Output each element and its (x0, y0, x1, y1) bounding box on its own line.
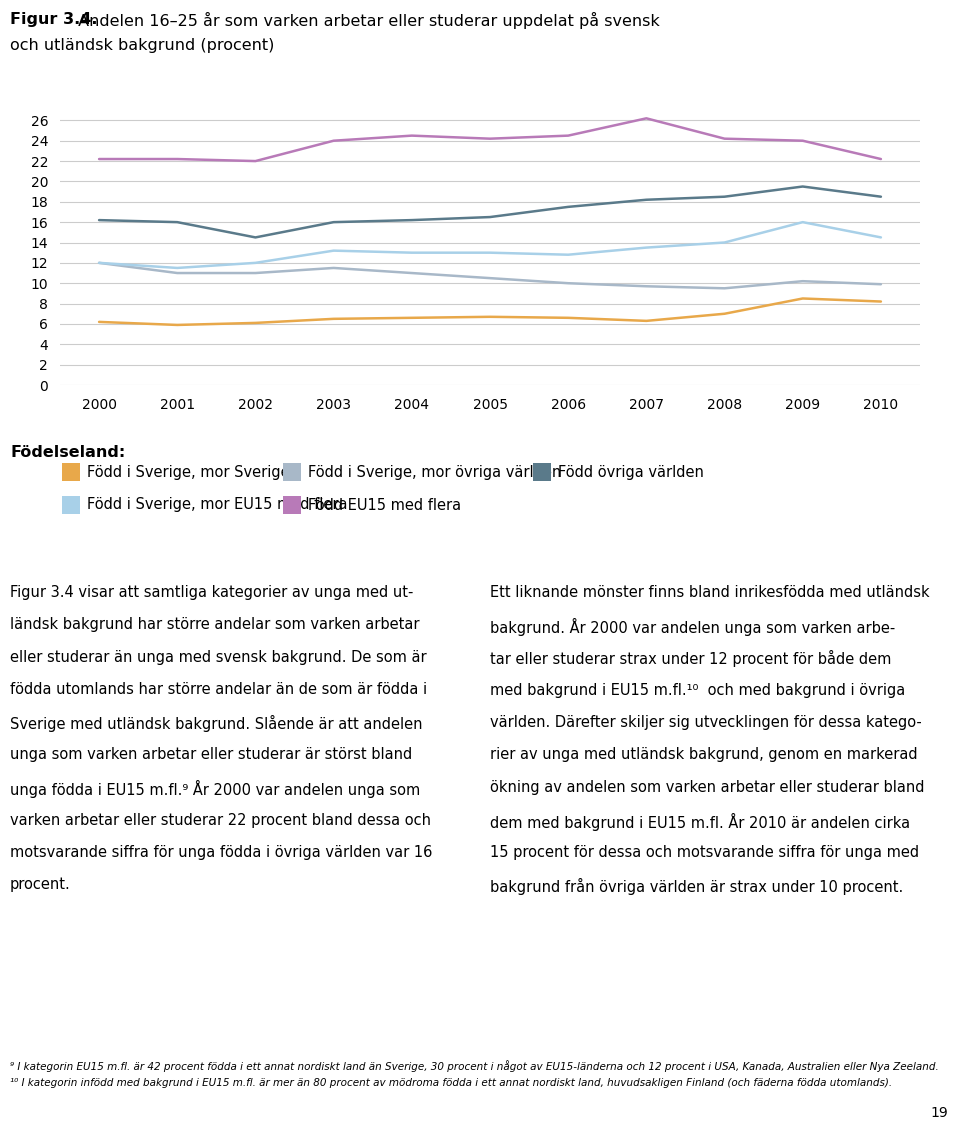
Text: Född övriga världen: Född övriga världen (558, 464, 704, 479)
Text: Figur 3.4 visar att samtliga kategorier av unga med ut-: Figur 3.4 visar att samtliga kategorier … (10, 585, 414, 600)
Text: med bakgrund i EU15 m.fl.¹⁰  och med bakgrund i övriga: med bakgrund i EU15 m.fl.¹⁰ och med bakg… (490, 682, 905, 697)
Text: Sverige med utländsk bakgrund. Slående är att andelen: Sverige med utländsk bakgrund. Slående ä… (10, 715, 422, 733)
Text: Född i Sverige, mor övriga världen: Född i Sverige, mor övriga världen (308, 464, 562, 479)
Text: tar eller studerar strax under 12 procent för både dem: tar eller studerar strax under 12 procen… (490, 650, 892, 667)
Text: bakgrund. År 2000 var andelen unga som varken arbe-: bakgrund. År 2000 var andelen unga som v… (490, 617, 896, 636)
Text: ⁹ I kategorin EU15 m.fl. är 42 procent födda i ett annat nordiskt land än Sverig: ⁹ I kategorin EU15 m.fl. är 42 procent f… (10, 1060, 939, 1071)
Text: bakgrund från övriga världen är strax under 10 procent.: bakgrund från övriga världen är strax un… (490, 877, 903, 895)
Text: unga som varken arbetar eller studerar är störst bland: unga som varken arbetar eller studerar ä… (10, 747, 412, 762)
Text: 19: 19 (930, 1106, 948, 1120)
Text: Födelseland:: Födelseland: (10, 445, 125, 460)
Text: unga födda i EU15 m.fl.⁹ År 2000 var andelen unga som: unga födda i EU15 m.fl.⁹ År 2000 var and… (10, 780, 420, 798)
Text: ländsk bakgrund har större andelar som varken arbetar: ländsk bakgrund har större andelar som v… (10, 617, 420, 632)
Text: varken arbetar eller studerar 22 procent bland dessa och: varken arbetar eller studerar 22 procent… (10, 812, 431, 827)
Text: dem med bakgrund i EU15 m.fl. År 2010 är andelen cirka: dem med bakgrund i EU15 m.fl. År 2010 är… (490, 812, 910, 831)
Text: Född i Sverige, mor EU15 med flera: Född i Sverige, mor EU15 med flera (87, 497, 348, 512)
Text: födda utomlands har större andelar än de som är födda i: födda utomlands har större andelar än de… (10, 682, 427, 697)
Text: ökning av andelen som varken arbetar eller studerar bland: ökning av andelen som varken arbetar ell… (490, 780, 924, 795)
Text: procent.: procent. (10, 877, 71, 892)
Text: motsvarande siffra för unga födda i övriga världen var 16: motsvarande siffra för unga födda i övri… (10, 845, 432, 860)
Text: Figur 3.4.: Figur 3.4. (10, 13, 98, 27)
Text: Andelen 16–25 år som varken arbetar eller studerar uppdelat på svensk: Andelen 16–25 år som varken arbetar elle… (73, 13, 660, 29)
Text: världen. Därefter skiljer sig utvecklingen för dessa katego-: världen. Därefter skiljer sig utveckling… (490, 715, 922, 730)
Text: och utländsk bakgrund (procent): och utländsk bakgrund (procent) (10, 38, 275, 52)
Text: ¹⁰ I kategorin infödd med bakgrund i EU15 m.fl. är mer än 80 procent av mödroma : ¹⁰ I kategorin infödd med bakgrund i EU1… (10, 1078, 892, 1089)
Text: Född EU15 med flera: Född EU15 med flera (308, 497, 462, 512)
Text: rier av unga med utländsk bakgrund, genom en markerad: rier av unga med utländsk bakgrund, geno… (490, 747, 918, 762)
Text: Ett liknande mönster finns bland inrikesfödda med utländsk: Ett liknande mönster finns bland inrikes… (490, 585, 929, 600)
Text: Född i Sverige, mor Sverige: Född i Sverige, mor Sverige (87, 464, 290, 479)
Text: eller studerar än unga med svensk bakgrund. De som är: eller studerar än unga med svensk bakgru… (10, 650, 426, 665)
Text: 15 procent för dessa och motsvarande siffra för unga med: 15 procent för dessa och motsvarande sif… (490, 845, 919, 860)
